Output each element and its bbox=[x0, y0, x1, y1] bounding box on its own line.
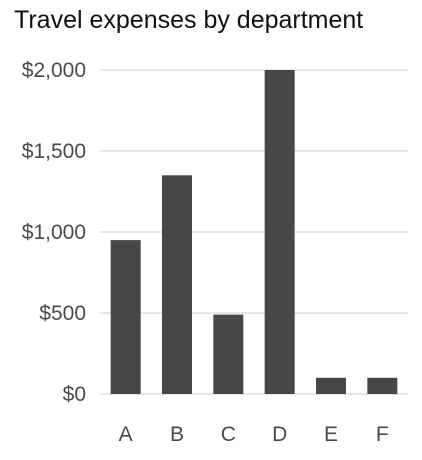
bar-d bbox=[264, 70, 295, 394]
x-tick-label: A bbox=[119, 423, 133, 446]
y-tick-label: $500 bbox=[39, 302, 86, 325]
bar-e bbox=[316, 377, 346, 394]
x-tick-label: D bbox=[272, 423, 287, 446]
y-tick-label: $1,000 bbox=[22, 221, 86, 244]
x-tick-label: C bbox=[221, 423, 236, 446]
bar-c bbox=[213, 314, 244, 394]
gridlines bbox=[100, 69, 408, 395]
x-tick-label: B bbox=[170, 423, 184, 446]
x-tick-label: F bbox=[376, 423, 389, 446]
chart-title: Travel expenses by department bbox=[14, 6, 364, 34]
bars bbox=[110, 70, 398, 394]
y-tick-label: $2,000 bbox=[22, 59, 86, 82]
bar-a bbox=[110, 240, 141, 394]
x-axis-ticks: A B C D E F bbox=[119, 423, 389, 446]
y-axis-ticks: $0 $500 $1,000 $1,500 $2,000 bbox=[22, 59, 86, 406]
y-tick-label: $0 bbox=[63, 383, 86, 406]
bar-b bbox=[162, 175, 192, 394]
bar-f bbox=[367, 377, 398, 394]
x-tick-label: E bbox=[324, 423, 338, 446]
y-tick-label: $1,500 bbox=[22, 140, 86, 163]
